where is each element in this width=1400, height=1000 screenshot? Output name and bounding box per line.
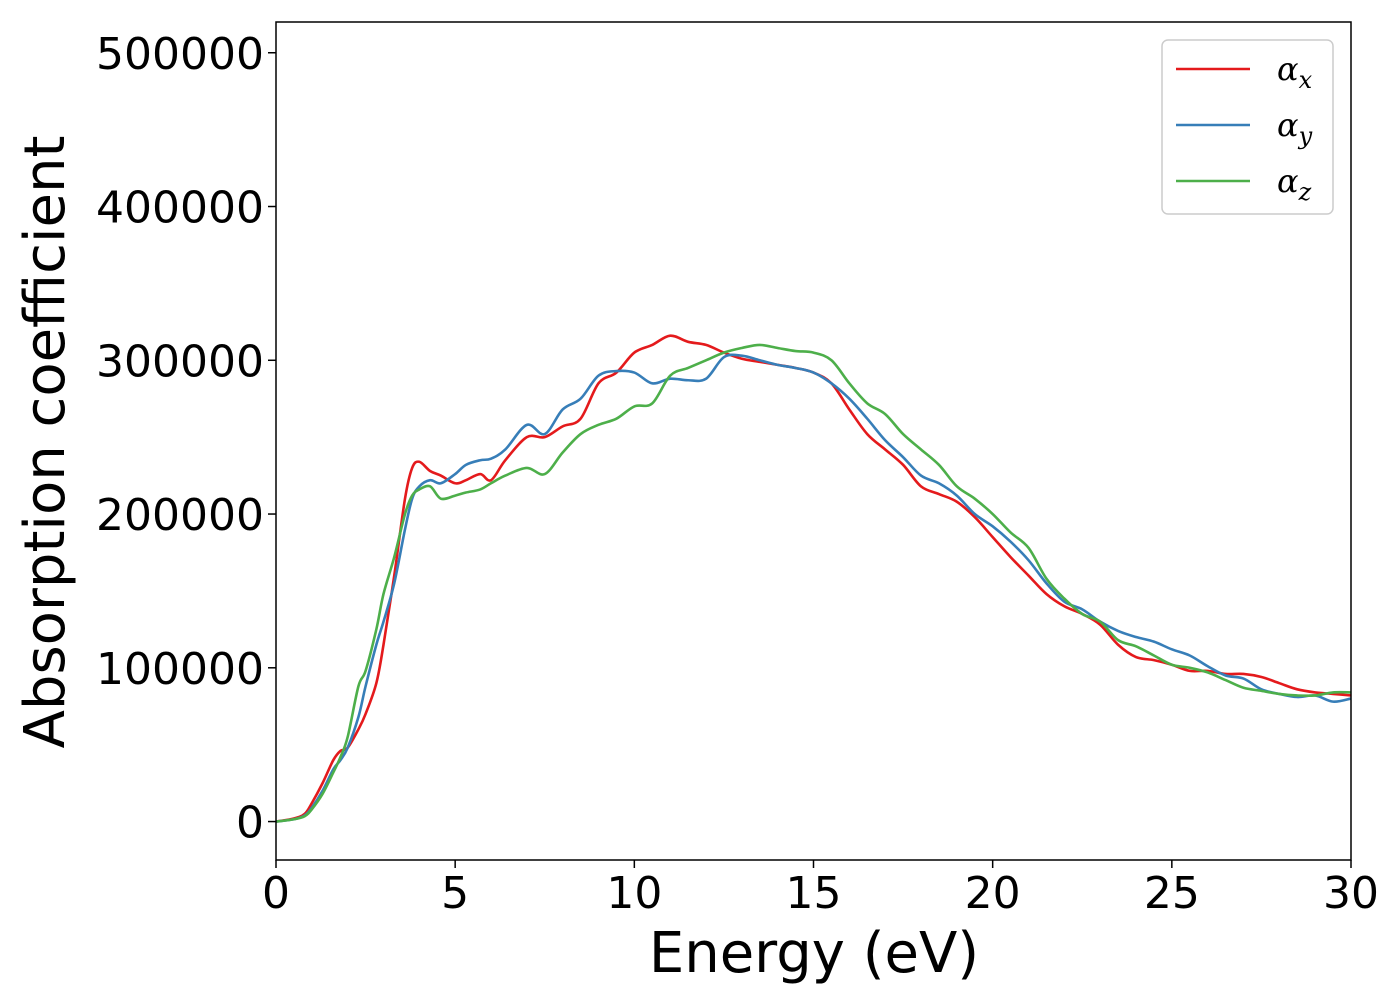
x-tick-label: 5 — [441, 868, 469, 919]
x-tick-label: 0 — [262, 868, 290, 919]
legend-label-subscript: x — [1299, 66, 1313, 94]
series-line-z — [275, 343, 1352, 823]
x-tick-label: 30 — [1323, 868, 1379, 919]
y-axis-label: Absorption coefficient — [13, 136, 78, 749]
y-tick-label: 500000 — [96, 29, 264, 80]
legend-label-base: α — [1277, 50, 1299, 88]
y-ticks: 0 100000 200000 300000 400000 500000 — [96, 29, 276, 849]
plot-frame — [275, 21, 1352, 861]
x-tick-label: 10 — [606, 868, 662, 919]
legend-label-base: α — [1277, 162, 1299, 200]
series-line-x — [275, 334, 1352, 823]
x-tick-label: 20 — [965, 868, 1021, 919]
x-tick-label: 25 — [1144, 868, 1200, 919]
legend-box — [1161, 39, 1334, 215]
series-line-y — [275, 353, 1352, 823]
legend-label-y: αy — [1277, 106, 1313, 150]
legend-label-subscript: z — [1298, 178, 1312, 206]
x-ticks: 0 5 10 15 20 25 30 — [262, 860, 1379, 919]
legend-label-z: αz — [1277, 162, 1312, 206]
series-lines — [275, 334, 1352, 823]
legend-label-x: αx — [1277, 50, 1313, 94]
x-tick-label: 15 — [786, 868, 842, 919]
y-tick-label: 200000 — [96, 490, 264, 541]
x-axis-label: Energy (eV) — [649, 921, 979, 986]
y-tick-label: 300000 — [96, 336, 264, 387]
y-tick-label: 400000 — [96, 183, 264, 234]
y-tick-label: 0 — [236, 798, 264, 849]
y-tick-label: 100000 — [96, 644, 264, 695]
legend-label-base: α — [1277, 106, 1299, 144]
legend-label-subscript: y — [1298, 122, 1313, 150]
